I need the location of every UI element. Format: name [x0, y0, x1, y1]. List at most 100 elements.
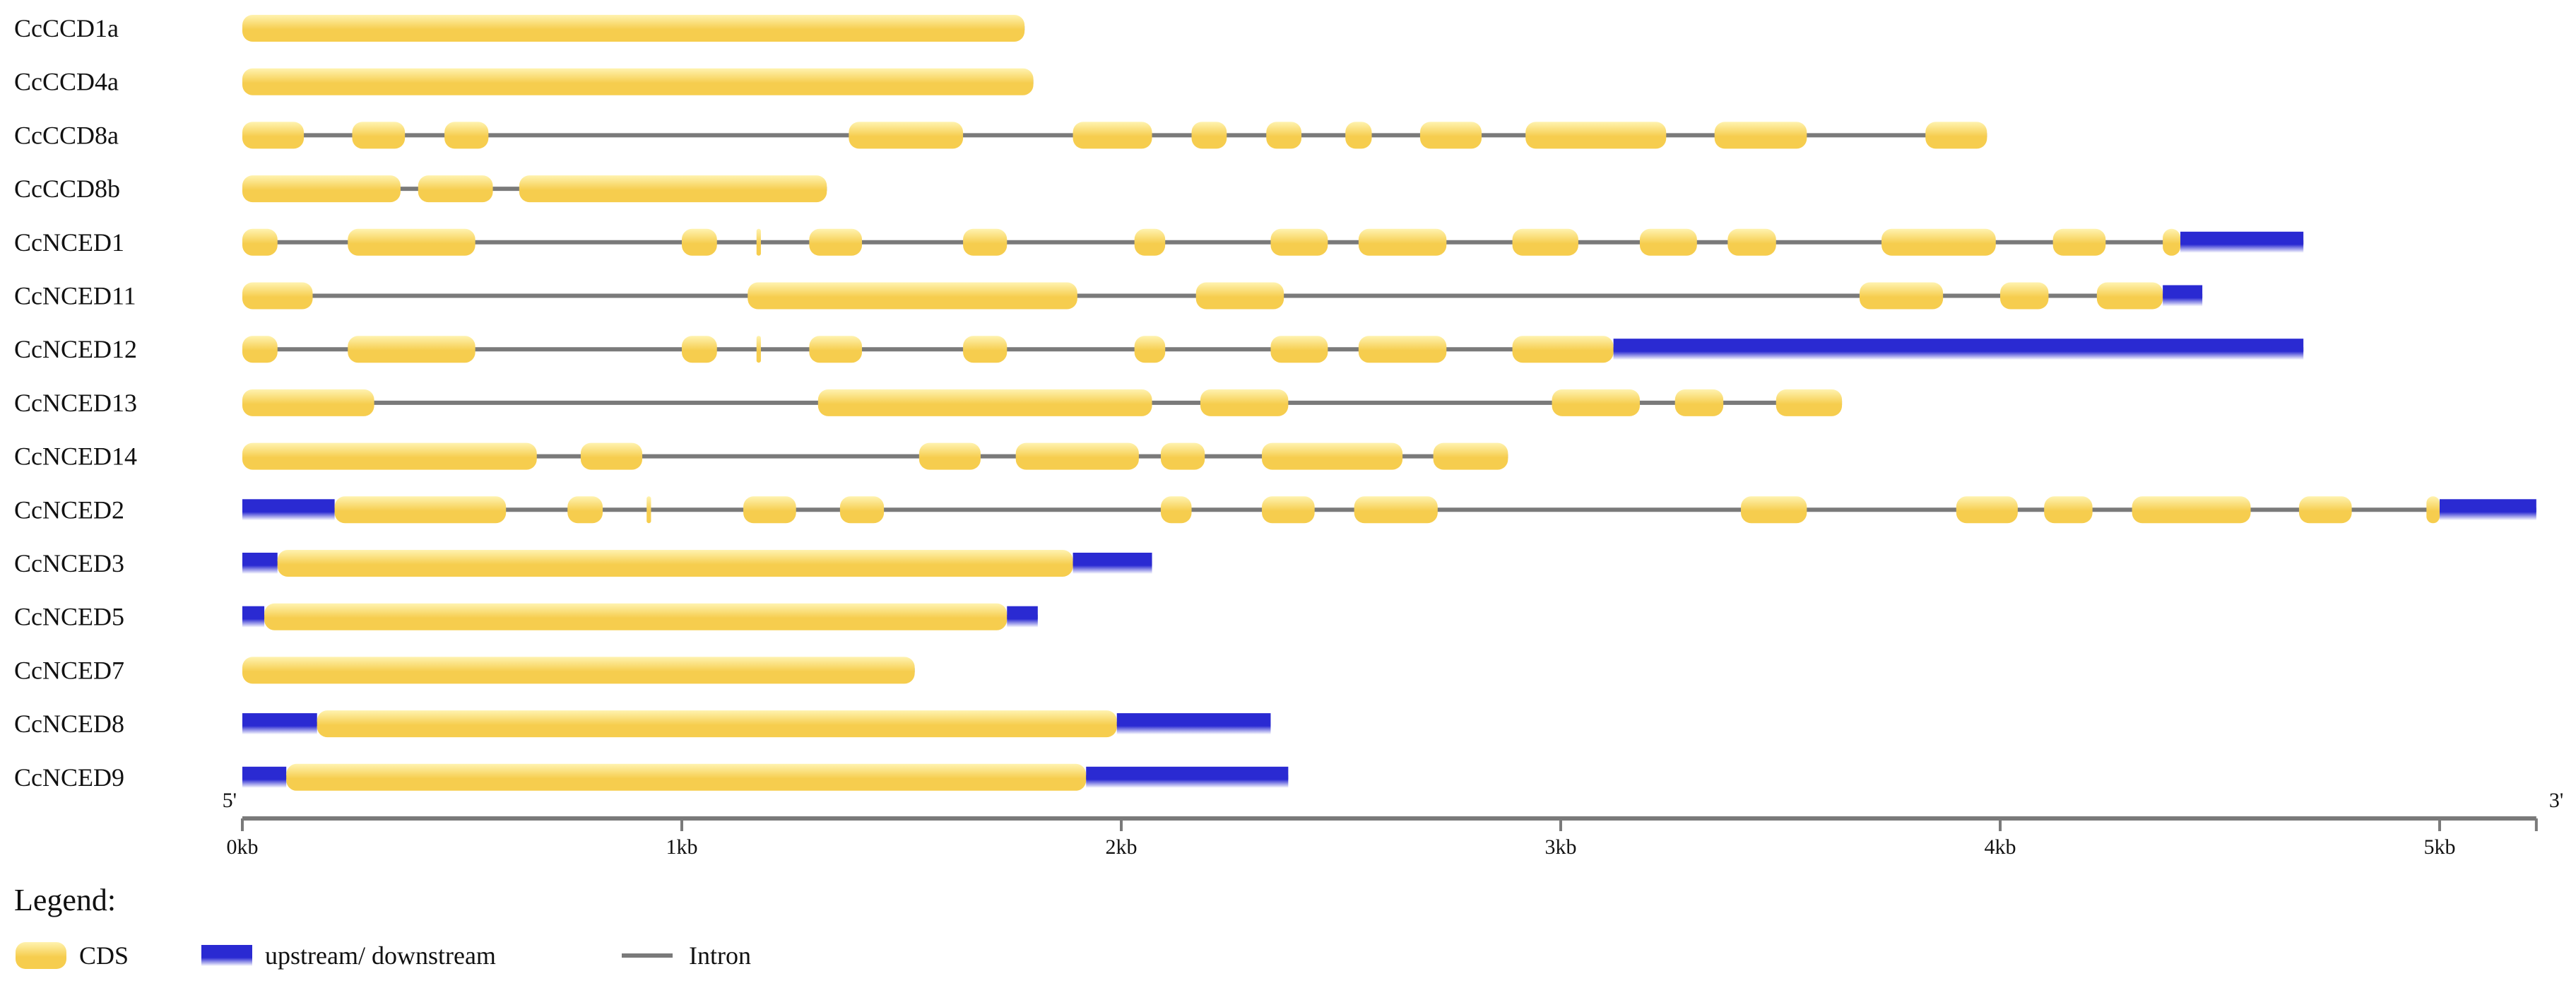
utr-segment [242, 606, 265, 628]
cds-exon [317, 710, 1117, 738]
gene-name-label: CcNCED14 [14, 442, 137, 471]
gene-name-label: CcNCED3 [14, 549, 124, 577]
cds-exon [334, 496, 507, 524]
cds-exon [277, 550, 1073, 577]
legend-label: Intron [689, 941, 751, 970]
cds-exon [418, 175, 493, 203]
gene-name-label: CcCCD1a [14, 14, 119, 42]
gene-name-label: CcCCD8b [14, 175, 120, 203]
cds-exon [1134, 336, 1166, 363]
cds-exon [756, 336, 761, 363]
cds-exon [1956, 496, 2018, 524]
cds-exon [1859, 282, 1944, 310]
cds-exon [1345, 122, 1372, 149]
cds-exon [242, 175, 401, 203]
five-prime-label: 5' [223, 789, 237, 812]
legend-item-intron: Intron [622, 941, 751, 970]
utr-segment [242, 766, 287, 788]
utr-segment [242, 553, 278, 574]
cds-exon [849, 122, 964, 149]
gene-name-label: CcNCED12 [14, 335, 137, 363]
cds-exon [2096, 282, 2163, 310]
three-prime-label: 3' [2549, 789, 2563, 812]
cds-exon [348, 228, 475, 256]
utr-segment [2440, 499, 2536, 521]
gene-row: CcNCED1 [14, 228, 2304, 257]
cds-exon [1262, 496, 1315, 524]
axis-tick-label: 4kb [1985, 835, 2016, 859]
cds-exon [1881, 228, 1996, 256]
cds-exon [1512, 336, 1614, 363]
gene-name-label: CcCCD8a [14, 121, 119, 149]
cds-exon [743, 496, 796, 524]
cds-exon [748, 282, 1077, 310]
utr-segment [1116, 713, 1271, 735]
cds-exon [2426, 496, 2440, 524]
utr-segment [1613, 339, 2304, 360]
gene-name-label: CcNCED8 [14, 710, 124, 738]
cds-exon [1925, 122, 1987, 149]
legend-item-cds: CDS [16, 941, 129, 970]
legend-title: Legend: [14, 883, 116, 917]
gene-name-label: CcNCED2 [14, 495, 124, 524]
gene-row: CcNCED14 [14, 442, 1508, 471]
gene-name-label: CcNCED11 [14, 282, 136, 310]
cds-exon [2163, 228, 2181, 256]
gene-row: CcNCED5 [14, 603, 1038, 631]
cds-exon [1776, 389, 1843, 416]
axis-tick-label: 2kb [1106, 835, 1138, 859]
cds-exon [1433, 442, 1508, 470]
legend: Legend: CDS upstream/ downstream Intron [14, 883, 751, 970]
gene-name-label: CcCCD4a [14, 68, 119, 96]
cds-exon [242, 122, 305, 149]
cds-exon [817, 389, 1152, 416]
cds-exon [809, 336, 863, 363]
legend-swatch-utr [201, 945, 252, 966]
cds-exon [580, 442, 643, 470]
cds-exon [1200, 389, 1289, 416]
gene-row: CcNCED3 [14, 549, 1152, 577]
cds-exon [1354, 496, 1438, 524]
cds-exon [519, 175, 827, 203]
cds-exon [1160, 442, 1205, 470]
cds-exon [1195, 282, 1284, 310]
gene-row: CcNCED11 [14, 282, 2203, 310]
gene-name-label: CcNCED9 [14, 763, 124, 792]
cds-exon [963, 228, 1008, 256]
cds-exon [1358, 336, 1447, 363]
cds-exon [352, 122, 406, 149]
gene-name-label: CcNCED7 [14, 656, 124, 684]
cds-exon [1266, 122, 1302, 149]
cds-exon [2298, 496, 2352, 524]
cds-exon [242, 15, 1025, 42]
cds-exon [1552, 389, 1640, 416]
cds-exon [242, 657, 915, 684]
axis-tick-label: 3kb [1545, 835, 1577, 859]
cds-exon [963, 336, 1008, 363]
gene-name-label: CcNCED13 [14, 389, 137, 417]
cds-exon [242, 228, 278, 256]
gene-name-label: CcNCED1 [14, 228, 124, 257]
cds-exon [682, 336, 717, 363]
cds-exon [1270, 336, 1328, 363]
cds-exon [839, 496, 885, 524]
cds-exon [809, 228, 863, 256]
legend-label: CDS [79, 941, 129, 970]
cds-exon [1358, 228, 1447, 256]
cds-exon [756, 228, 761, 256]
cds-exon [1714, 122, 1807, 149]
cds-exon [1160, 496, 1192, 524]
cds-exon [1512, 228, 1578, 256]
axis-tick-label: 5kb [2424, 835, 2456, 859]
cds-exon [1674, 389, 1724, 416]
gene-row: CcCCD4a [14, 68, 1034, 96]
cds-exon [1639, 228, 1697, 256]
gene-name-label: CcNCED5 [14, 603, 124, 631]
gene-row: CcCCD8b [14, 175, 827, 203]
cds-exon [1270, 228, 1328, 256]
cds-exon [2132, 496, 2251, 524]
cds-exon [2052, 228, 2106, 256]
legend-item-utr: upstream/ downstream [201, 941, 496, 970]
